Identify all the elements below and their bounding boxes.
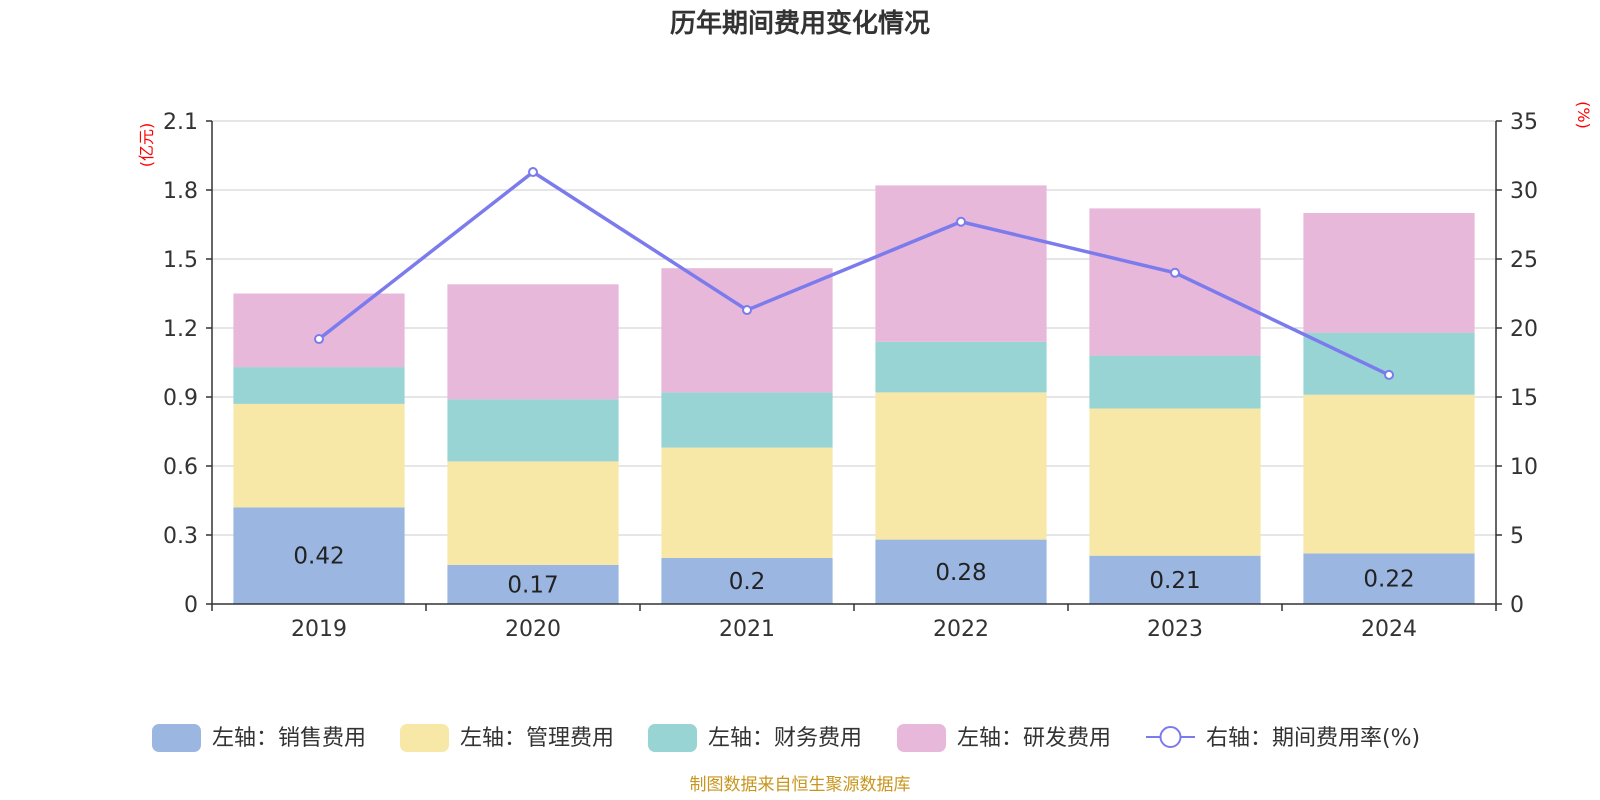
legend-label: 右轴：期间费用率(%) xyxy=(1206,726,1420,751)
y-right-tick-label: 20 xyxy=(1510,317,1538,342)
expense-rate-point xyxy=(1170,267,1180,278)
y-left-tick-label: 2.1 xyxy=(163,110,198,135)
x-tick-label: 2022 xyxy=(933,617,989,642)
bars xyxy=(233,185,1475,604)
expense-rate-point xyxy=(528,167,538,178)
bar-segment xyxy=(875,185,1047,342)
bar-segment xyxy=(875,392,1047,540)
x-tick-label: 2024 xyxy=(1361,617,1417,642)
y-left-unit: (亿元) xyxy=(137,123,156,168)
y-right-tick-label: 10 xyxy=(1510,455,1538,480)
bar-labels: 0.42 0.17 0.2 0.28 0.21 0.22 xyxy=(293,544,1414,599)
bar-segment xyxy=(447,461,619,565)
y-right-unit: (%) xyxy=(1574,101,1593,129)
bar-value-label: 0.2 xyxy=(729,569,766,595)
bar-value-label: 0.21 xyxy=(1149,568,1200,594)
bar-value-label: 0.22 xyxy=(1363,567,1414,593)
y-right-tick-label: 5 xyxy=(1510,524,1524,549)
legend-swatch xyxy=(648,724,697,752)
legend: 左轴：销售费用 左轴：管理费用 左轴：财务费用 左轴：研发费用 右轴：期间费用率(%) xyxy=(152,724,1420,752)
y-left-tick-label: 0.9 xyxy=(163,386,198,411)
bar-segment xyxy=(1089,355,1261,409)
bar-segment xyxy=(661,558,833,604)
expense-rate-point xyxy=(1384,369,1394,380)
legend-swatch xyxy=(897,724,946,752)
bar-segment xyxy=(233,403,405,508)
bar-value-label: 0.42 xyxy=(293,544,344,570)
y-left-tick-label: 0.3 xyxy=(163,524,198,549)
bar-value-label: 0.17 xyxy=(507,572,558,598)
bar-segment xyxy=(661,392,833,448)
x-tick-label: 2019 xyxy=(291,617,347,642)
bar-segment xyxy=(233,367,405,404)
bar-segment xyxy=(875,539,1047,604)
y-left-tick-label: 0 xyxy=(184,593,198,618)
legend-label: 左轴：研发费用 xyxy=(957,726,1111,751)
bar-segment xyxy=(1089,408,1261,556)
y-left-tick-label: 1.8 xyxy=(163,179,198,204)
bar-segment xyxy=(1303,394,1475,554)
x-tick-label: 2023 xyxy=(1147,617,1203,642)
y-left-tick-label: 1.2 xyxy=(163,317,198,342)
expense-rate-point xyxy=(314,334,324,345)
chart-title: 历年期间费用变化情况 xyxy=(670,8,930,39)
bar-segment xyxy=(1303,553,1475,604)
bar-segment xyxy=(1089,555,1261,604)
legend-swatch xyxy=(400,724,449,752)
x-tick-label: 2021 xyxy=(719,617,775,642)
bar-segment xyxy=(1089,208,1261,356)
bar-segment xyxy=(447,399,619,462)
bar-segment xyxy=(661,447,833,558)
y-right-tick-label: 0 xyxy=(1510,593,1524,618)
data-source: 制图数据来自恒生聚源数据库 xyxy=(690,775,911,795)
bar-segment xyxy=(447,284,619,400)
bar-segment xyxy=(1303,213,1475,333)
expense-rate-point xyxy=(742,305,752,316)
grid-lines xyxy=(212,120,1496,536)
y-right-tick-label: 15 xyxy=(1510,386,1538,411)
axes: 0 0.3 0.6 0.9 1.2 1.5 1.8 2.1 0 5 10 15 20 25 30 35 2019… xyxy=(163,110,1538,642)
legend-swatch xyxy=(152,724,201,752)
bar-segment xyxy=(447,564,619,604)
bar-segment xyxy=(233,293,405,368)
legend-marker xyxy=(1159,726,1182,748)
bar-segment xyxy=(661,268,833,393)
bar-value-label: 0.28 xyxy=(935,560,986,586)
y-right-tick-label: 35 xyxy=(1510,110,1538,135)
expense-rate-line xyxy=(314,167,1394,380)
y-right-tick-label: 30 xyxy=(1510,179,1538,204)
legend-label: 左轴：销售费用 xyxy=(212,726,366,751)
expense-rate-polyline xyxy=(317,169,1390,377)
y-left-tick-label: 0.6 xyxy=(163,455,198,480)
expense-rate-point xyxy=(956,216,966,227)
y-right-tick-label: 25 xyxy=(1510,248,1538,273)
x-tick-label: 2020 xyxy=(505,617,561,642)
bar-segment xyxy=(875,341,1047,393)
bar-segment xyxy=(1303,332,1475,395)
y-left-tick-label: 1.5 xyxy=(163,248,198,273)
legend-label: 左轴：管理费用 xyxy=(460,726,614,751)
legend-label: 左轴：财务费用 xyxy=(708,726,862,751)
bar-segment xyxy=(233,507,405,604)
